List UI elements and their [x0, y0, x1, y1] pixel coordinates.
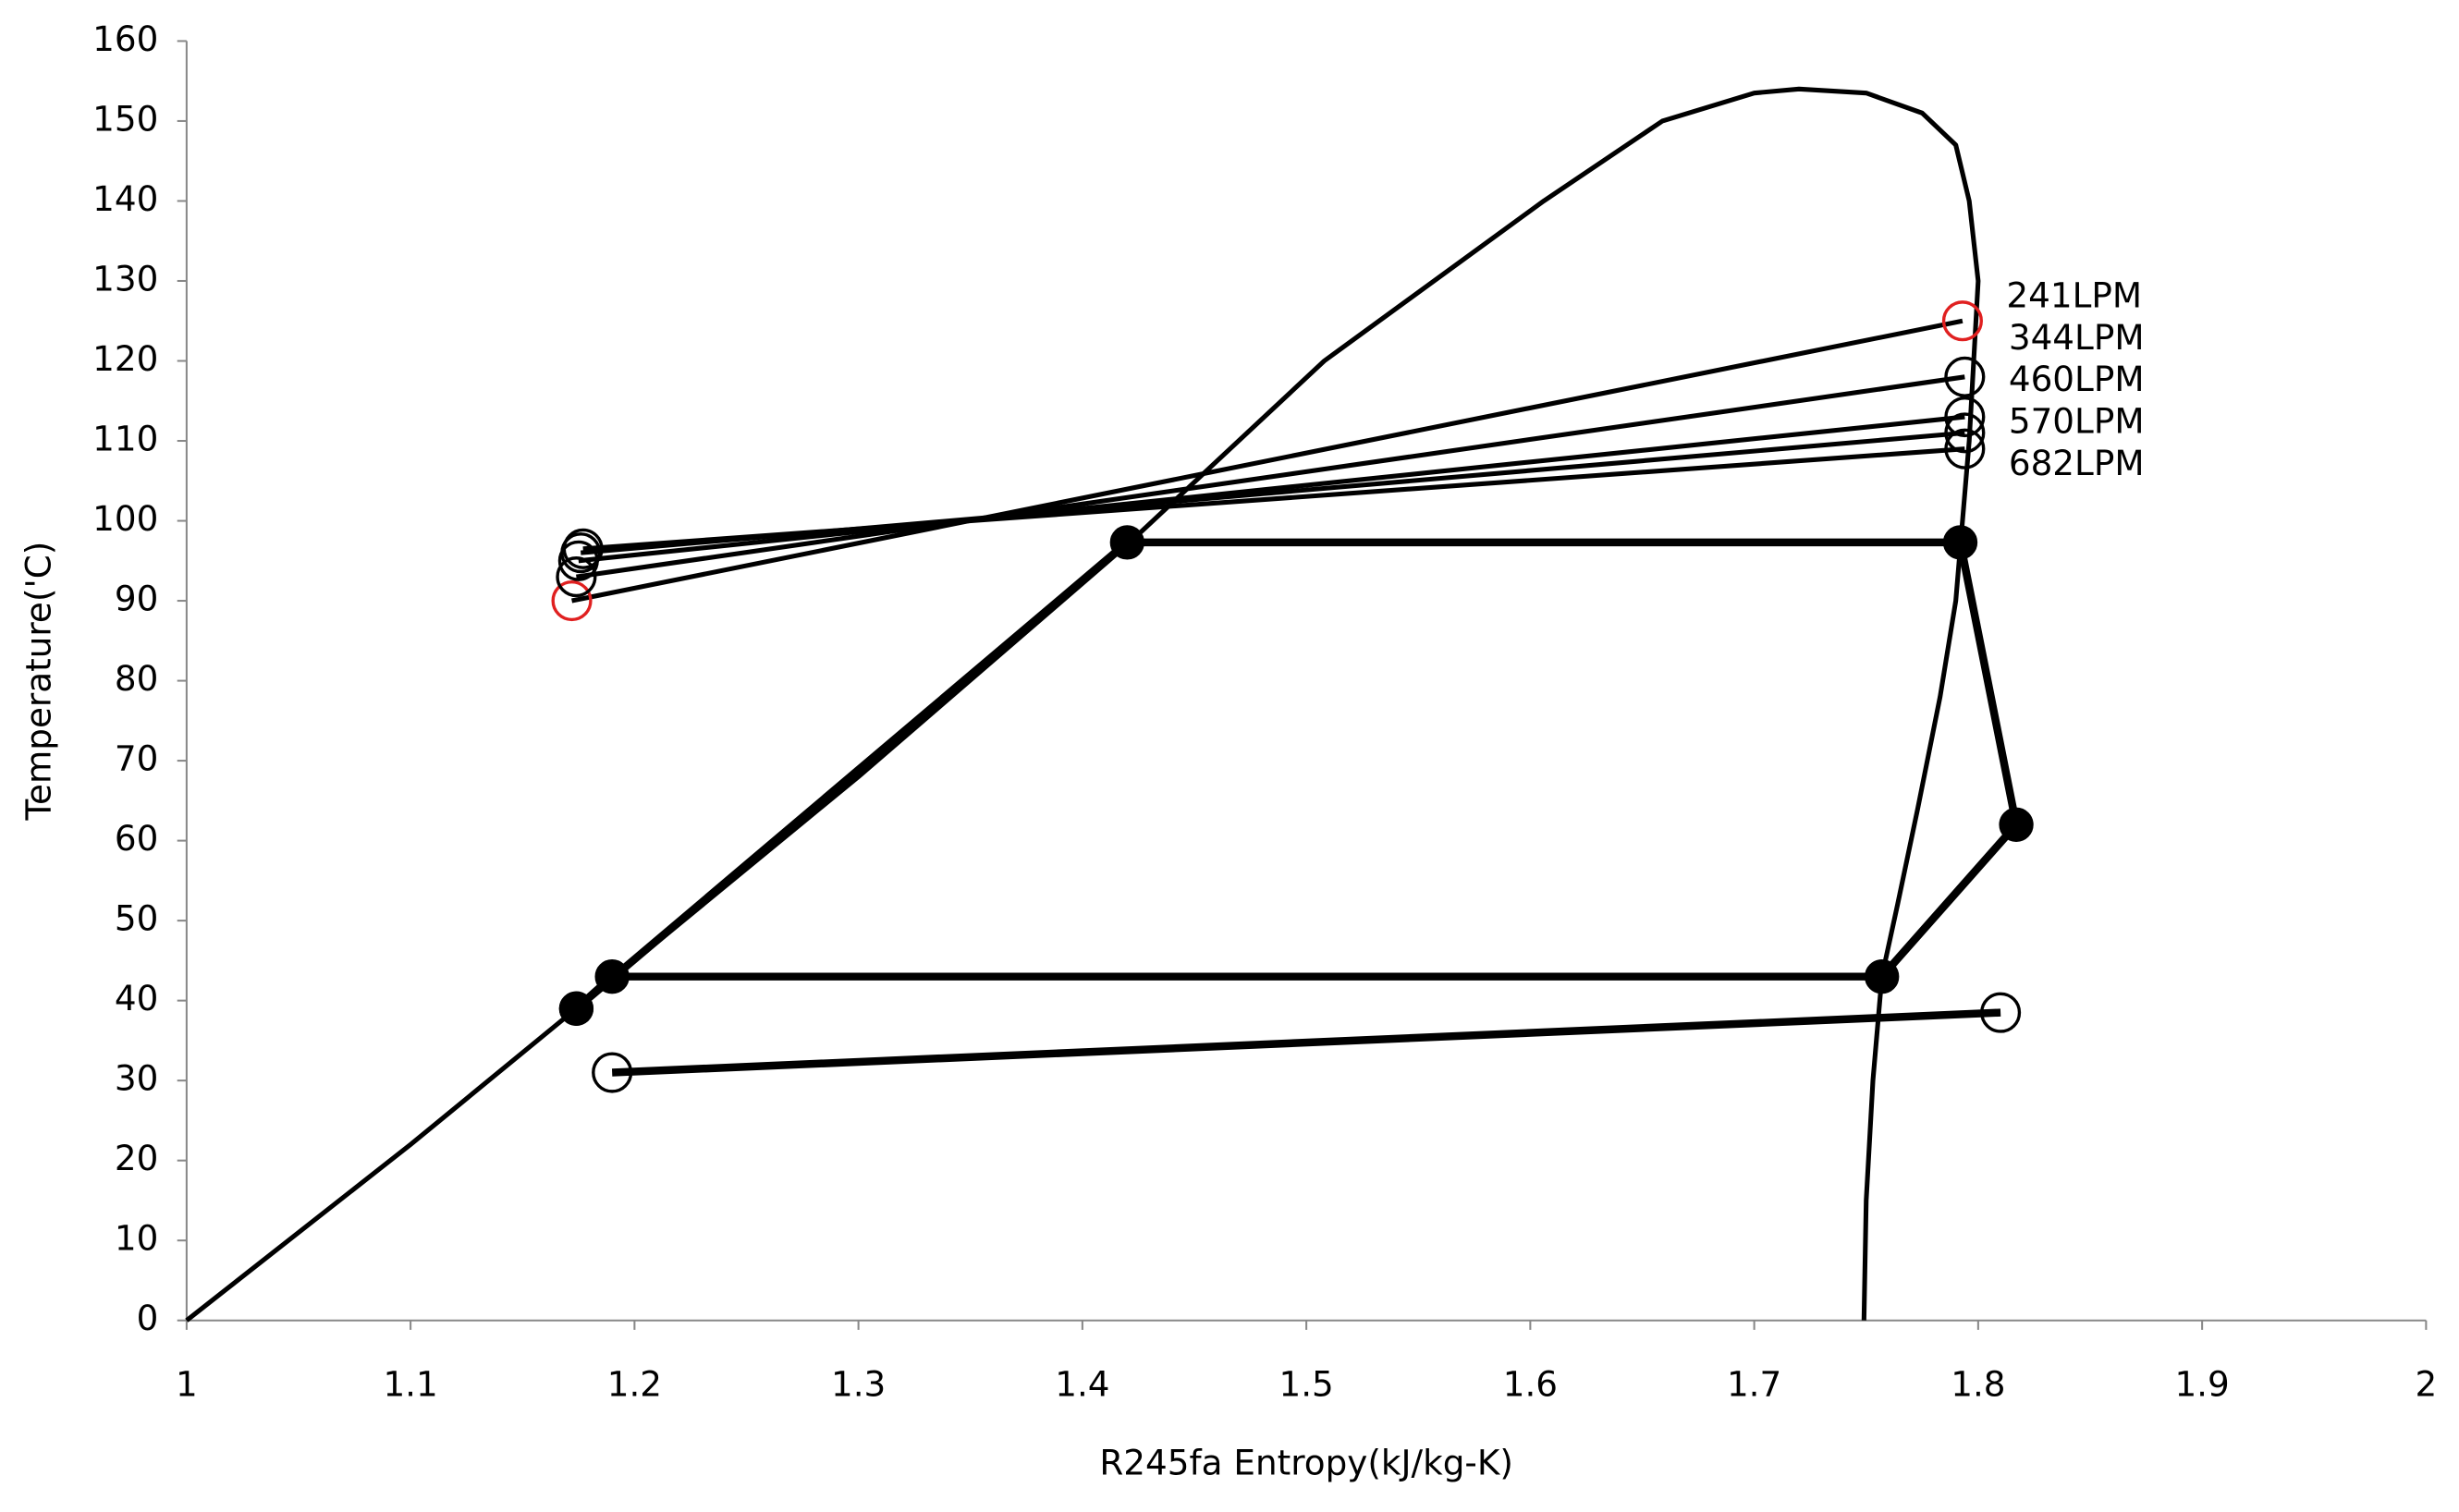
marker — [1109, 525, 1144, 560]
marker — [1942, 525, 1978, 560]
y-tick-label: 20 — [115, 1138, 158, 1178]
y-tick-label: 110 — [92, 419, 158, 459]
x-tick-label: 1.9 — [2174, 1363, 2229, 1404]
y-tick-label: 10 — [115, 1218, 158, 1259]
series-line — [582, 446, 1965, 552]
x-tick-label: 1.7 — [1727, 1363, 1781, 1404]
x-tick-label: 1 — [176, 1363, 198, 1404]
marker — [560, 532, 602, 574]
series-label: 344LPM — [2009, 317, 2145, 358]
x-tick-label: 1.8 — [1951, 1363, 2005, 1404]
y-tick-label: 80 — [115, 658, 158, 699]
marker — [556, 556, 597, 598]
marker — [551, 580, 593, 622]
marker — [562, 528, 604, 569]
marker — [594, 959, 630, 994]
series-line — [576, 374, 1965, 579]
marker — [592, 1052, 633, 1093]
x-tick-label: 1.2 — [607, 1363, 662, 1404]
y-tick-label: 0 — [137, 1298, 159, 1338]
series-line — [573, 538, 2021, 1012]
x-tick-label: 1.1 — [383, 1363, 437, 1404]
series-label: 682LPM — [2009, 443, 2145, 483]
y-tick-label: 140 — [92, 178, 158, 219]
marker — [1941, 300, 1983, 342]
marker — [558, 991, 594, 1026]
marker — [1980, 992, 2022, 1033]
marker — [1944, 396, 1986, 438]
series-line — [571, 318, 1964, 604]
y-tick-label: 90 — [115, 579, 158, 619]
x-tick-label: 1.5 — [1278, 1363, 1333, 1404]
marker — [1944, 428, 1986, 469]
y-tick-label: 70 — [115, 738, 158, 779]
y-tick-label: 120 — [92, 338, 158, 379]
x-axis-label: R245fa Entropy(kJ/kg-K) — [1099, 1442, 1513, 1482]
series-line — [185, 86, 1981, 1323]
marker — [1944, 412, 1986, 454]
y-tick-label: 50 — [115, 898, 158, 939]
series-label: 241LPM — [2006, 274, 2142, 315]
y-tick-label: 100 — [92, 498, 158, 539]
series-label: 460LPM — [2009, 359, 2145, 399]
y-tick-label: 160 — [92, 18, 158, 59]
y-axis-label: Temperature('C) — [18, 542, 59, 822]
marker — [1865, 959, 1900, 994]
series-line — [611, 1008, 2001, 1077]
y-tick-label: 130 — [92, 258, 158, 299]
y-tick-label: 40 — [115, 978, 158, 1018]
x-tick-label: 1.4 — [1055, 1363, 1109, 1404]
x-tick-label: 2 — [2416, 1363, 2438, 1404]
y-tick-label: 150 — [92, 98, 158, 139]
y-tick-label: 30 — [115, 1058, 158, 1099]
series-label: 570LPM — [2009, 401, 2145, 442]
series-line — [578, 414, 1965, 564]
x-tick-label: 1.3 — [831, 1363, 886, 1404]
marker — [1999, 807, 2034, 842]
x-tick-label: 1.6 — [1503, 1363, 1558, 1404]
marker — [1944, 356, 1986, 397]
y-tick-label: 60 — [115, 818, 158, 859]
